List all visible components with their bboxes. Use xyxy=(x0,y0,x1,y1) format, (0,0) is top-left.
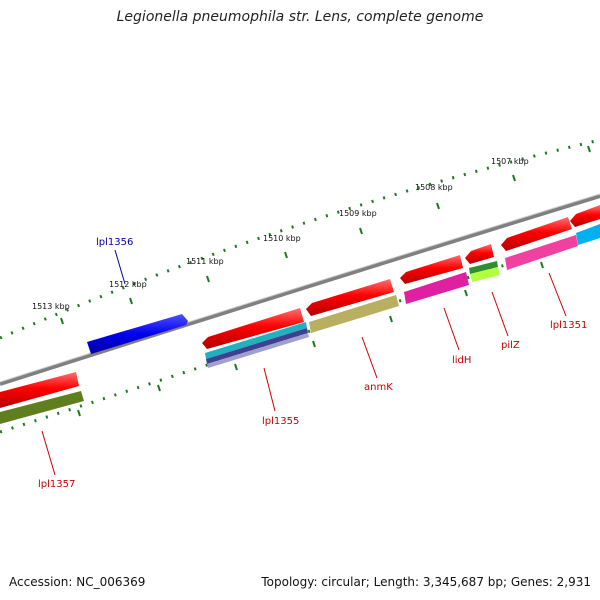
label-leaders xyxy=(41,249,567,476)
gene-label-lpl1351: lpl1351 xyxy=(550,320,587,331)
major-ticks xyxy=(60,145,591,325)
tick-label-1510: 1510 kbp xyxy=(263,234,301,243)
gene-label-lpl1355: lpl1355 xyxy=(262,416,299,427)
tick-label-1508: 1508 kbp xyxy=(415,183,453,192)
tick-label-1512: 1512 kbp xyxy=(109,280,147,289)
map-title: Legionella pneumophila str. Lens, comple… xyxy=(116,9,484,25)
gene-label-pilZ: pilZ xyxy=(501,340,520,351)
gene-label-lpl1356: lpl1356 xyxy=(96,237,133,248)
gene-label-lidH: lidH xyxy=(452,355,471,366)
accession-label: Accession: NC_006369 xyxy=(9,575,146,589)
gene-label-anmK: anmK xyxy=(364,382,393,393)
tick-label-1509: 1509 kbp xyxy=(339,209,377,218)
tick-label-1513: 1513 kbp xyxy=(32,302,70,311)
gene-pilZ[interactable] xyxy=(465,244,494,264)
gene-lpl1351[interactable] xyxy=(501,205,600,251)
gene-lpl1356[interactable] xyxy=(87,314,188,354)
gene-lidH[interactable] xyxy=(400,255,463,284)
tick-label-1511: 1511 kbp xyxy=(186,257,224,266)
tick-label-1507: 1507 kbp xyxy=(491,157,529,166)
gene-lpl1355[interactable] xyxy=(202,308,304,349)
genome-summary: Topology: circular; Length: 3,345,687 bp… xyxy=(261,575,591,589)
gene-label-lpl1357: lpl1357 xyxy=(38,479,75,490)
gene-lpl1357[interactable] xyxy=(0,372,79,408)
gene-anmK[interactable] xyxy=(306,279,394,316)
inner-major-ticks xyxy=(77,261,544,417)
cog-track xyxy=(0,224,600,424)
genome-backbone xyxy=(0,194,600,386)
genome-backbone-highlight xyxy=(0,193,600,383)
